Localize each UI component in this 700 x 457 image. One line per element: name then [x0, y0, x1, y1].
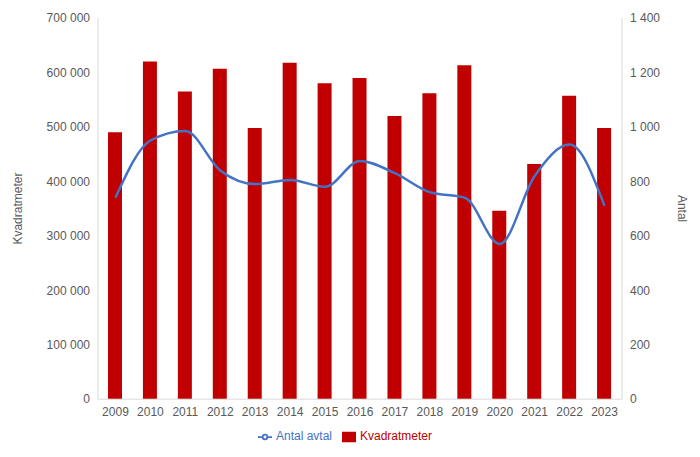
- svg-text:1 400: 1 400: [630, 11, 660, 25]
- svg-text:2021: 2021: [521, 405, 548, 419]
- svg-text:700 000: 700 000: [47, 11, 91, 25]
- svg-text:1 000: 1 000: [630, 120, 660, 134]
- svg-text:Antal: Antal: [675, 195, 689, 222]
- svg-text:2015: 2015: [312, 405, 339, 419]
- svg-text:800: 800: [630, 175, 650, 189]
- svg-text:Kvadratmeter: Kvadratmeter: [11, 173, 25, 245]
- svg-text:2022: 2022: [556, 405, 583, 419]
- svg-text:2014: 2014: [277, 405, 304, 419]
- svg-text:500 000: 500 000: [47, 120, 91, 134]
- svg-text:2019: 2019: [451, 405, 478, 419]
- svg-text:2011: 2011: [172, 405, 198, 419]
- svg-text:2020: 2020: [486, 405, 513, 419]
- svg-text:2018: 2018: [417, 405, 444, 419]
- svg-text:400 000: 400 000: [47, 175, 91, 189]
- svg-text:2023: 2023: [591, 405, 618, 419]
- html-text:Antal avtal: Antal avtal: [276, 429, 332, 444]
- svg-text:200: 200: [630, 338, 650, 352]
- svg-text:2017: 2017: [382, 405, 409, 419]
- svg-text:2012: 2012: [207, 405, 234, 419]
- svg-text:2010: 2010: [137, 405, 164, 419]
- svg-text:300 000: 300 000: [47, 229, 91, 243]
- svg-text:600: 600: [630, 229, 650, 243]
- svg-text:100 000: 100 000: [47, 338, 91, 352]
- svg-text:200 000: 200 000: [47, 284, 91, 298]
- svg-text:600 000: 600 000: [47, 66, 91, 80]
- svg-text:1 200: 1 200: [630, 66, 660, 80]
- svg-text:0: 0: [630, 392, 637, 406]
- svg-text:2013: 2013: [242, 405, 269, 419]
- svg-text:0: 0: [83, 392, 90, 406]
- svg-text:400: 400: [630, 284, 650, 298]
- html-text:Kvadratmeter: Kvadratmeter: [360, 429, 432, 444]
- svg-text:2009: 2009: [102, 405, 129, 419]
- svg-text:2016: 2016: [347, 405, 374, 419]
